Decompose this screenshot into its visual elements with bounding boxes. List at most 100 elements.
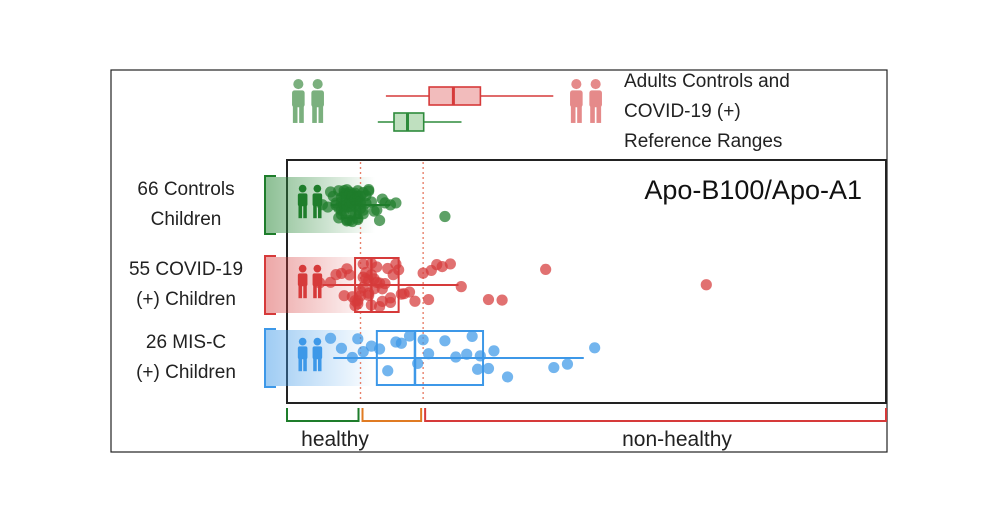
data-point <box>488 345 500 357</box>
person-head <box>313 264 322 273</box>
person-leg <box>577 106 582 123</box>
person-body <box>292 90 305 108</box>
person-leg <box>318 205 322 219</box>
data-point <box>403 330 416 342</box>
data-point <box>548 361 560 374</box>
group-label-line-2: (+) Children <box>136 289 236 310</box>
data-point <box>338 290 350 302</box>
health-category-axis <box>286 408 887 422</box>
category-label-non-healthy: non-healthy <box>622 428 732 451</box>
data-point <box>439 335 451 347</box>
person-head <box>590 79 601 90</box>
data-point <box>393 264 405 276</box>
data-point <box>474 350 486 362</box>
data-point <box>700 279 712 291</box>
data-point <box>589 342 601 354</box>
person-leg <box>292 106 298 123</box>
person-leg <box>313 205 317 219</box>
group-people-icons <box>297 184 323 372</box>
data-point <box>357 346 369 358</box>
legend-text-line-1: Adults Controls and <box>624 71 790 92</box>
adult-covid-people-icon <box>570 79 602 123</box>
person-leg <box>298 205 302 219</box>
legend-text-line-2: COVID-19 (+) <box>624 101 741 122</box>
person-leg <box>590 106 595 123</box>
data-point <box>314 277 326 289</box>
data-point <box>471 363 484 375</box>
reference-range-boxplots <box>377 86 554 132</box>
person-head <box>312 79 323 90</box>
data-point <box>352 333 364 345</box>
data-point <box>344 269 356 281</box>
data-point <box>346 351 358 364</box>
data-point <box>382 365 394 377</box>
person-leg <box>298 358 302 372</box>
group-people-icon <box>297 337 323 372</box>
person-leg <box>298 285 302 299</box>
category-label-healthy: healthy <box>301 428 369 451</box>
data-point <box>335 342 348 354</box>
data-point <box>455 281 467 293</box>
category-bracket <box>286 408 360 422</box>
legend: Adults Controls and COVID-19 (+) Referen… <box>292 71 790 152</box>
person-head <box>298 184 307 193</box>
person-head <box>313 184 322 193</box>
person-head <box>571 79 582 90</box>
person-leg <box>303 205 307 219</box>
person-leg <box>318 358 322 372</box>
data-point <box>444 258 456 270</box>
person-leg <box>318 106 324 123</box>
person-head <box>313 337 322 346</box>
person-leg <box>313 358 317 372</box>
data-point <box>379 278 391 290</box>
data-point <box>450 351 462 363</box>
person-body <box>311 90 324 108</box>
data-point <box>422 293 435 306</box>
group-bracket <box>264 328 276 388</box>
data-point <box>371 204 383 216</box>
data-point <box>357 258 369 270</box>
data-point <box>384 296 397 309</box>
chart-title: Apo-B100/Apo-A1 <box>644 175 862 205</box>
person-leg <box>299 106 304 123</box>
person-leg <box>318 285 322 299</box>
person-body <box>312 346 323 360</box>
person-body <box>297 346 308 360</box>
person-leg <box>313 285 317 299</box>
legend-covid-range <box>385 86 554 106</box>
category-bracket <box>361 408 423 422</box>
data-point <box>561 358 574 370</box>
data-point <box>417 334 429 346</box>
group-bracket <box>264 255 276 315</box>
data-point <box>363 184 375 196</box>
data-point <box>501 371 514 383</box>
person-head <box>298 337 307 346</box>
data-point <box>412 357 424 370</box>
data-point <box>439 210 451 223</box>
data-points <box>314 184 712 383</box>
data-point <box>466 330 478 342</box>
group-label-line-2: Children <box>151 209 222 230</box>
data-point <box>540 263 552 276</box>
person-body <box>297 193 308 207</box>
person-leg <box>303 358 307 372</box>
person-head <box>298 264 307 273</box>
boxplot-box <box>354 257 400 313</box>
person-leg <box>570 106 576 123</box>
data-point <box>365 196 378 208</box>
person-body <box>589 90 602 108</box>
data-point <box>482 362 495 375</box>
person-body <box>570 90 583 108</box>
figure-border <box>110 69 888 453</box>
data-point <box>373 214 386 227</box>
data-point <box>422 348 435 360</box>
legend-controls-range <box>377 112 462 132</box>
adult-covid-icon <box>570 79 602 123</box>
adult-controls-icon <box>292 79 324 123</box>
data-point <box>371 261 383 273</box>
data-point <box>395 337 407 349</box>
data-point <box>373 343 386 355</box>
group-people-icon <box>297 184 323 219</box>
group-label-line-2: (+) Children <box>136 362 236 383</box>
person-head <box>293 79 304 90</box>
